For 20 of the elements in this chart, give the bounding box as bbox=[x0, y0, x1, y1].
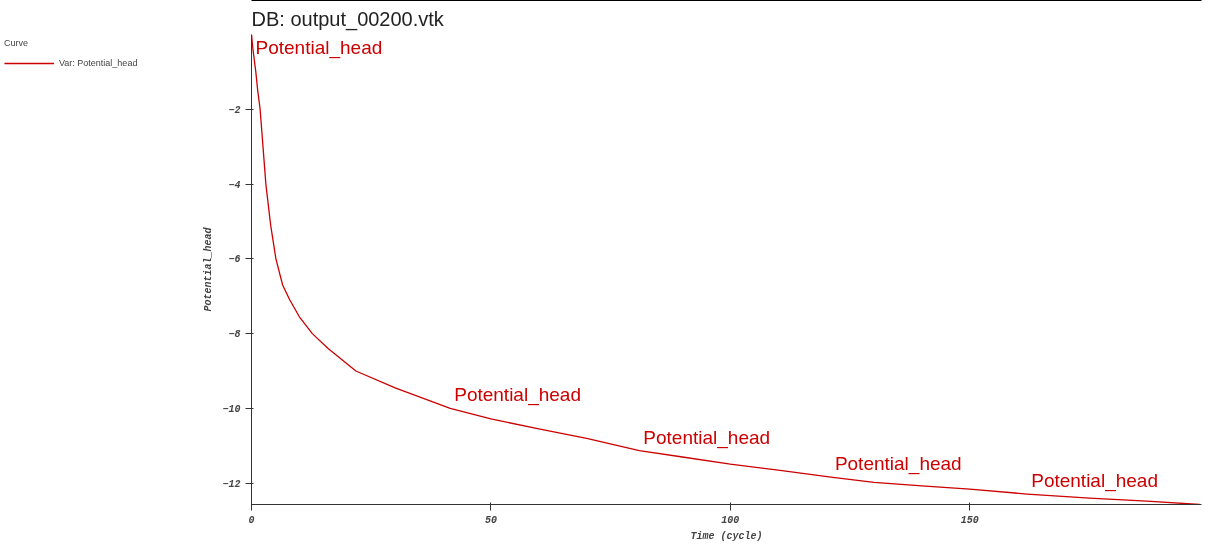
text: Var: Potential_head bbox=[59, 58, 138, 68]
annotation: Potential_head bbox=[1031, 470, 1158, 493]
y-tick-label: −4 bbox=[228, 179, 241, 191]
legend-title: Curve bbox=[4, 38, 29, 48]
y-tick-label: −6 bbox=[228, 254, 241, 266]
annotation: Potential_head bbox=[454, 384, 581, 407]
x-axis-title: Time (cycle) bbox=[690, 530, 763, 542]
annotation: Potential_head bbox=[643, 426, 771, 449]
y-tick-label: −8 bbox=[228, 329, 241, 341]
x-tick-label: 150 bbox=[960, 514, 979, 526]
y-tick-label: −2 bbox=[228, 104, 241, 116]
annotation: Potential_head bbox=[834, 453, 962, 476]
y-tick-label: −12 bbox=[222, 478, 241, 490]
annotation: Potential_head bbox=[255, 36, 383, 59]
x-tick-label: 50 bbox=[484, 514, 497, 526]
chart-title: DB: output_00200.vtk bbox=[251, 7, 445, 31]
y-axis-title: Potential_head bbox=[203, 226, 215, 312]
x-tick-label: 100 bbox=[721, 514, 740, 526]
x-tick-label: 0 bbox=[248, 514, 255, 526]
y-tick-label: −10 bbox=[222, 403, 241, 415]
